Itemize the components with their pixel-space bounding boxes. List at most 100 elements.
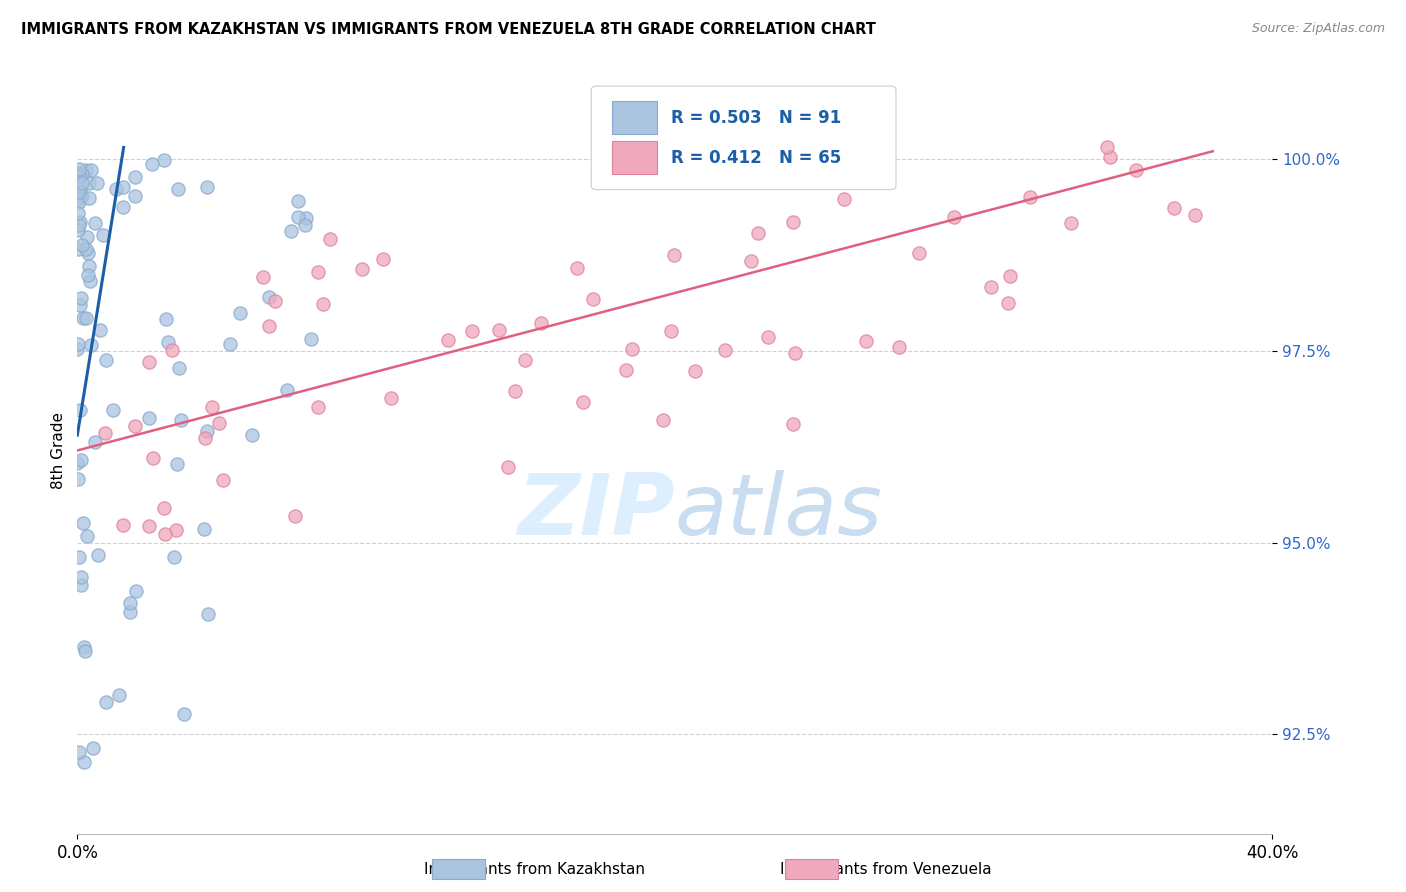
- Point: [69, 185, 91, 199]
- Point: [219, 337, 242, 351]
- Point: [84, 434, 107, 449]
- Point: [79, 274, 101, 288]
- Point: [1125, 163, 1147, 178]
- Point: [66, 342, 89, 356]
- Point: [997, 295, 1019, 310]
- Text: R = 0.503   N = 91: R = 0.503 N = 91: [671, 110, 842, 128]
- Point: [299, 332, 322, 346]
- Point: [124, 169, 146, 184]
- Point: [153, 153, 176, 167]
- Point: [307, 400, 329, 414]
- Point: [651, 412, 673, 426]
- Point: [141, 157, 163, 171]
- Point: [72, 238, 94, 252]
- Point: [66, 337, 89, 351]
- Point: [70, 176, 93, 190]
- Point: [312, 297, 335, 311]
- Y-axis label: 8th Grade: 8th Grade: [51, 412, 66, 489]
- Point: [998, 268, 1021, 283]
- Point: [67, 161, 90, 176]
- Point: [887, 340, 910, 354]
- Point: [160, 343, 183, 357]
- Point: [94, 695, 117, 709]
- Point: [437, 334, 460, 348]
- Point: [72, 311, 94, 326]
- FancyBboxPatch shape: [592, 87, 896, 190]
- Point: [163, 549, 186, 564]
- Point: [79, 191, 101, 205]
- Point: [124, 584, 146, 599]
- Point: [67, 745, 90, 759]
- Point: [69, 453, 91, 467]
- Text: atlas: atlas: [675, 470, 883, 553]
- Point: [193, 522, 215, 536]
- Point: [740, 254, 762, 268]
- Point: [67, 219, 90, 233]
- Point: [75, 242, 97, 256]
- Text: R = 0.412   N = 65: R = 0.412 N = 65: [671, 149, 842, 167]
- FancyBboxPatch shape: [612, 141, 657, 174]
- Point: [664, 248, 686, 262]
- Point: [832, 192, 855, 206]
- Text: IMMIGRANTS FROM KAZAKHSTAN VS IMMIGRANTS FROM VENEZUELA 8TH GRADE CORRELATION CH: IMMIGRANTS FROM KAZAKHSTAN VS IMMIGRANTS…: [21, 22, 876, 37]
- Point: [461, 324, 484, 338]
- Point: [94, 353, 117, 368]
- Point: [197, 607, 219, 621]
- Point: [276, 383, 298, 397]
- Point: [67, 549, 90, 564]
- Point: [118, 596, 141, 610]
- Point: [77, 259, 100, 273]
- Point: [67, 243, 90, 257]
- Point: [167, 182, 190, 196]
- Point: [77, 268, 100, 282]
- Point: [515, 352, 537, 367]
- Point: [153, 527, 176, 541]
- Point: [66, 456, 89, 470]
- Point: [259, 290, 281, 304]
- Point: [280, 224, 302, 238]
- Point: [111, 179, 134, 194]
- Point: [69, 179, 91, 194]
- Point: [80, 162, 103, 177]
- Point: [980, 280, 1002, 294]
- Point: [111, 517, 134, 532]
- Point: [319, 232, 342, 246]
- Point: [1163, 201, 1185, 215]
- Point: [73, 640, 96, 654]
- Point: [166, 458, 188, 472]
- Point: [229, 306, 252, 320]
- Point: [498, 460, 520, 475]
- Point: [120, 605, 142, 619]
- Point: [782, 215, 804, 229]
- Point: [70, 578, 93, 592]
- Point: [208, 417, 231, 431]
- Point: [1059, 216, 1081, 230]
- Point: [1184, 208, 1206, 222]
- Point: [200, 400, 222, 414]
- Point: [94, 425, 117, 440]
- Point: [908, 245, 931, 260]
- Point: [67, 472, 90, 486]
- Point: [153, 500, 176, 515]
- Point: [855, 334, 877, 349]
- Point: [67, 169, 90, 184]
- Point: [621, 342, 644, 356]
- Point: [104, 181, 127, 195]
- Point: [142, 450, 165, 465]
- Point: [66, 166, 89, 180]
- Text: ZIP: ZIP: [517, 470, 675, 553]
- Text: Immigrants from Venezuela: Immigrants from Venezuela: [780, 863, 991, 877]
- Point: [1019, 190, 1042, 204]
- Point: [138, 519, 160, 533]
- Point: [373, 252, 395, 267]
- Point: [294, 218, 316, 232]
- Point: [69, 191, 91, 205]
- Point: [195, 425, 218, 439]
- Point: [1095, 140, 1118, 154]
- Text: Immigrants from Kazakhstan: Immigrants from Kazakhstan: [423, 863, 645, 877]
- Point: [1098, 151, 1121, 165]
- Point: [240, 427, 263, 442]
- Point: [814, 167, 837, 181]
- Point: [69, 298, 91, 312]
- Point: [380, 391, 402, 405]
